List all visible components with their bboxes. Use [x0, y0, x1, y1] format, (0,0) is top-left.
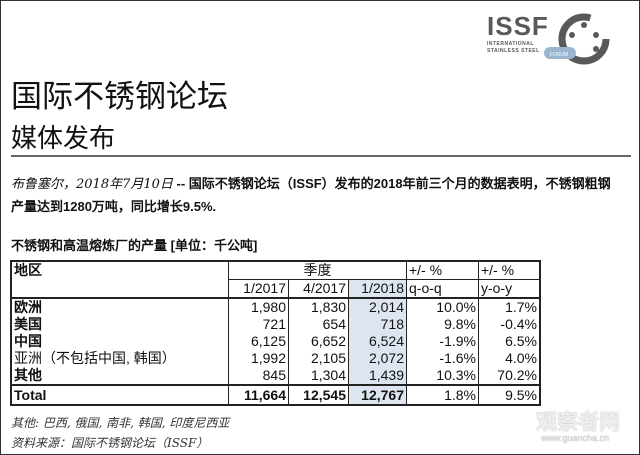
value-cell: 1,439 — [348, 367, 407, 385]
region-cell: 欧洲 — [11, 297, 229, 316]
value-cell: 718 — [348, 316, 407, 333]
value-cell: 10.3% — [406, 367, 479, 385]
total-row: Total 11,664 12,545 12,767 1.8% 9.5% — [11, 384, 540, 405]
value-cell: 1,304 — [288, 367, 349, 385]
footnote-others: 其他: 巴西, 俄国, 南非, 韩国, 印度尼西亚 — [11, 416, 230, 430]
value-cell: 845 — [228, 367, 289, 385]
value-cell: 1,992 — [228, 350, 289, 367]
region-cell: 其他 — [14, 367, 42, 383]
value-cell: 1,830 — [288, 297, 349, 316]
table-row: 其他 845 1,304 1,439 10.3% 70.2% — [11, 367, 540, 385]
value-cell: 4.0% — [478, 350, 540, 367]
table-row: 美国 721 654 718 9.8% -0.4% — [11, 316, 540, 333]
value-cell: 1,980 — [228, 297, 289, 316]
value-cell: 9.8% — [406, 316, 479, 333]
value-cell: -0.4% — [478, 316, 540, 333]
value-cell: 2,105 — [288, 350, 349, 367]
table-row: 中国 6,125 6,652 6,524 -1.9% 6.5% — [11, 333, 540, 350]
value-cell: 10.0% — [406, 297, 479, 316]
divider — [11, 155, 631, 157]
region-cell: 中国 — [14, 333, 42, 349]
region-cell: 美国 — [14, 316, 42, 332]
table-row: 欧洲 1,980 1,830 2,014 10.0% 1.7% — [11, 297, 540, 316]
value-cell: 721 — [228, 316, 289, 333]
lead-paragraph: 布鲁塞尔，2018年7月10日 -- 国际不锈钢论坛（ISSF）发布的2018年… — [11, 176, 611, 214]
issf-logo: ISSF INTERNATIONAL STAINLESS STEEL FORUM — [487, 11, 617, 67]
footnote-source: 资料来源：国际不锈钢论坛（ISSF） — [11, 436, 209, 450]
value-cell: 1.7% — [478, 297, 540, 316]
region-cell: 亚洲（不包括中国, 韩国） — [14, 350, 176, 366]
value-cell: 6,524 — [348, 333, 407, 350]
table-row: 亚洲（不包括中国, 韩国） 1,992 2,105 2,072 -1.6% 4.0% — [11, 350, 540, 367]
page-subtitle: 媒体发布 — [11, 123, 116, 153]
value-cell: 2,014 — [348, 297, 407, 316]
value-cell: -1.9% — [406, 333, 479, 350]
value-cell: 70.2% — [478, 367, 540, 385]
value-cell: 2,072 — [348, 350, 407, 367]
svg-text:FORUM: FORUM — [550, 52, 568, 58]
forum-ring-icon: FORUM — [544, 13, 610, 65]
watermark-url: www.guancha.cn — [541, 433, 610, 443]
table-caption: 不锈钢和高温熔炼厂的产量 [单位：千公吨] — [11, 238, 258, 253]
watermark: 观察者网 — [536, 411, 620, 434]
value-cell: 6,125 — [228, 333, 289, 350]
value-cell: 654 — [288, 316, 349, 333]
production-table: 地区 季度 +/- % +/- % 1/2017 4/2017 1/2018 q… — [10, 260, 541, 406]
value-cell: 6,652 — [288, 333, 349, 350]
value-cell: 6.5% — [478, 333, 540, 350]
page-title: 国际不锈钢论坛 — [11, 79, 228, 114]
value-cell: -1.6% — [406, 350, 479, 367]
